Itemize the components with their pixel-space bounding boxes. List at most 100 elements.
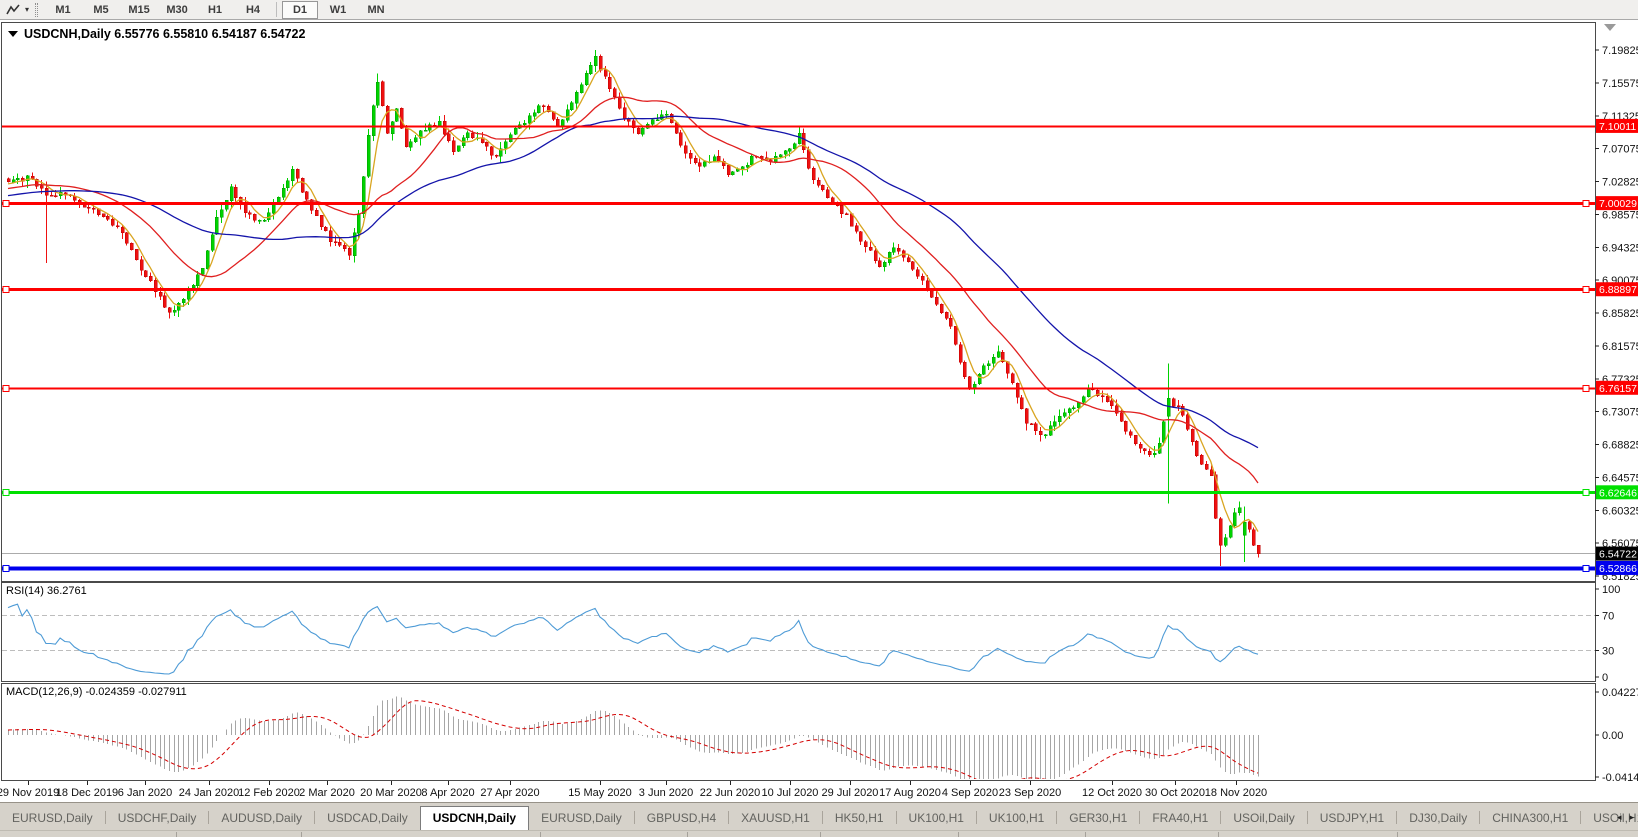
timeframe-toolbar: ▾ M1 M5 M15 M30 H1 H4 D1 W1 MN [0,0,1638,20]
statusbar-separator [820,832,821,837]
macd-panel [1,683,1596,781]
svg-text:6.68825: 6.68825 [1602,440,1638,452]
tab-separator [1220,811,1222,824]
svg-text:2 Mar 2020: 2 Mar 2020 [299,787,355,799]
ma-fast-orange [7,67,1259,532]
macd-axis: 0.042275 0.00 -0.04148 [1595,687,1638,784]
svg-text:6.52866: 6.52866 [1599,563,1637,575]
ma-mid-red [7,96,1259,484]
chart-tab-gbpusd-h4[interactable]: GBPUSD,H4 [646,811,717,825]
chart-tab-dj30-daily[interactable]: DJ30,Daily [1409,811,1468,825]
svg-text:29 Nov 2019: 29 Nov 2019 [0,787,59,799]
svg-text:100: 100 [1602,584,1620,596]
svg-text:6.62646: 6.62646 [1599,487,1637,499]
chart-tab-usdjpy-h1[interactable]: USDJPY,H1 [1319,811,1385,825]
svg-text:8 Apr 2020: 8 Apr 2020 [421,787,474,799]
tab-scroll-left-icon[interactable]: ◂ [1616,812,1622,822]
timeframe-button-d1[interactable]: D1 [282,0,319,19]
svg-text:18 Nov 2020: 18 Nov 2020 [1205,787,1267,799]
moving-averages-layer [7,67,1259,532]
statusbar-separator [176,832,177,837]
timeframe-button-h1[interactable]: H1 [207,3,223,16]
tab-separator [208,811,210,824]
main-panel [1,22,1596,582]
statusbar-separator [958,832,959,837]
timeframe-button-m5[interactable]: M5 [93,3,109,16]
rsi-panel [1,582,1596,682]
tab-scroll-right-icon[interactable]: ▸ [1629,812,1634,822]
timeframe-button-mn[interactable]: MN [367,3,385,16]
ma-slow-blue [7,115,1259,449]
status-bar [0,830,1638,837]
chevron-down-icon[interactable]: ▾ [25,5,30,14]
hline-6.88897[interactable] [2,285,1595,294]
timeframe-button-m30[interactable]: M30 [166,3,188,16]
chart-tab-xauusd-h1[interactable]: XAUUSD,H1 [741,811,810,825]
rsi-axis: 100 70 30 0 [1595,584,1620,684]
axis-label-7.10011: 7.10011 [1596,118,1638,133]
svg-text:7.15575: 7.15575 [1602,78,1638,90]
svg-text:29 Jul 2020: 29 Jul 2020 [822,787,879,799]
svg-text:0: 0 [1602,672,1608,684]
svg-text:7.19825: 7.19825 [1602,45,1638,57]
tab-separator [975,811,977,824]
tab-separator [314,811,316,824]
svg-text:6.81575: 6.81575 [1602,341,1638,353]
chart-tab-uk100-h1[interactable]: UK100,H1 [988,811,1045,825]
svg-text:7.02825: 7.02825 [1602,177,1638,189]
macd-label: MACD(12,26,9) -0.024359 -0.027911 [6,686,187,698]
hline-7.00029[interactable] [2,199,1595,208]
chart-tab-usoil-daily[interactable]: USOil,Daily [1233,811,1295,825]
timeframe-button-w1[interactable]: W1 [329,3,347,16]
chart-tab-fra40-h1[interactable]: FRA40,H1 [1152,811,1209,825]
statusbar-separator [540,832,541,837]
chart-title: USDCNH,Daily 6.55776 6.55810 6.54187 6.5… [8,27,305,41]
statusbar-separator [687,832,688,837]
svg-text:15 May 2020: 15 May 2020 [568,787,632,799]
chart-tab-uk100-h1[interactable]: UK100,H1 [908,811,964,825]
hline-6.62646[interactable] [2,488,1595,497]
tab-separator [1479,811,1481,824]
toolbar-grip[interactable] [35,2,39,17]
statusbar-separator [1218,832,1219,837]
timeframe-button-h4[interactable]: H4 [245,3,261,16]
svg-text:6.94325: 6.94325 [1602,242,1638,254]
axis-label-7.00029: 7.00029 [1596,196,1638,211]
chart-tab-ger30-h1[interactable]: GER30,H1 [1069,811,1128,825]
hline-6.76157[interactable] [2,384,1595,393]
chart-tab-usdchf-daily[interactable]: USDCHF,Daily [117,811,197,825]
svg-text:6.76157: 6.76157 [1599,383,1637,395]
hline-6.52866[interactable] [2,564,1595,573]
chart-tab-audusd-daily[interactable]: AUDUSD,Daily [221,811,303,825]
svg-text:7.10011: 7.10011 [1599,121,1636,133]
svg-text:7.00029: 7.00029 [1599,198,1637,210]
svg-text:0.042275: 0.042275 [1602,687,1638,699]
svg-text:27 Apr 2020: 27 Apr 2020 [480,787,539,799]
chart-cursor-icon[interactable] [3,2,25,18]
chart-tab-eurusd-daily[interactable]: EURUSD,Daily [12,811,93,825]
price-chart[interactable]: USDCNH,Daily 6.55776 6.55810 6.54187 6.5… [0,22,1638,802]
chart-tabs: EURUSD,Daily USDCHF,Daily AUDUSD,Daily USDC… [0,806,1638,830]
timeframe-button-m15[interactable]: M15 [128,3,150,16]
chart-tab-china300-h1[interactable]: CHINA300,H1 [1492,811,1569,825]
svg-text:3 Jun 2020: 3 Jun 2020 [639,787,693,799]
toolbar-separator [276,2,278,17]
timeframe-button-m1[interactable]: M1 [55,3,71,16]
svg-text:7.07075: 7.07075 [1602,144,1638,156]
axis-label-6.76157: 6.76157 [1596,380,1638,395]
chart-tab-hk50-h1[interactable]: HK50,H1 [834,811,884,825]
chart-tab-usdcnh-daily[interactable]: USDCNH,Daily [419,806,530,830]
chart-shift-marker[interactable] [1604,24,1616,31]
svg-text:12 Feb 2020: 12 Feb 2020 [238,787,300,799]
svg-text:17 Aug 2020: 17 Aug 2020 [879,787,941,799]
svg-text:30: 30 [1602,646,1614,658]
rsi-line [7,603,1259,675]
svg-text:6 Jan 2020: 6 Jan 2020 [118,787,172,799]
chart-tab-usoil-h1[interactable]: USOil,H1 [1593,811,1638,825]
svg-text:6.98575: 6.98575 [1602,209,1638,221]
chart-tab-usdcad-daily[interactable]: USDCAD,Daily [327,811,408,825]
chart-tab-eurusd-daily[interactable]: EURUSD,Daily [541,811,622,825]
tab-separator [821,811,823,824]
svg-text:4 Sep 2020: 4 Sep 2020 [942,787,998,799]
